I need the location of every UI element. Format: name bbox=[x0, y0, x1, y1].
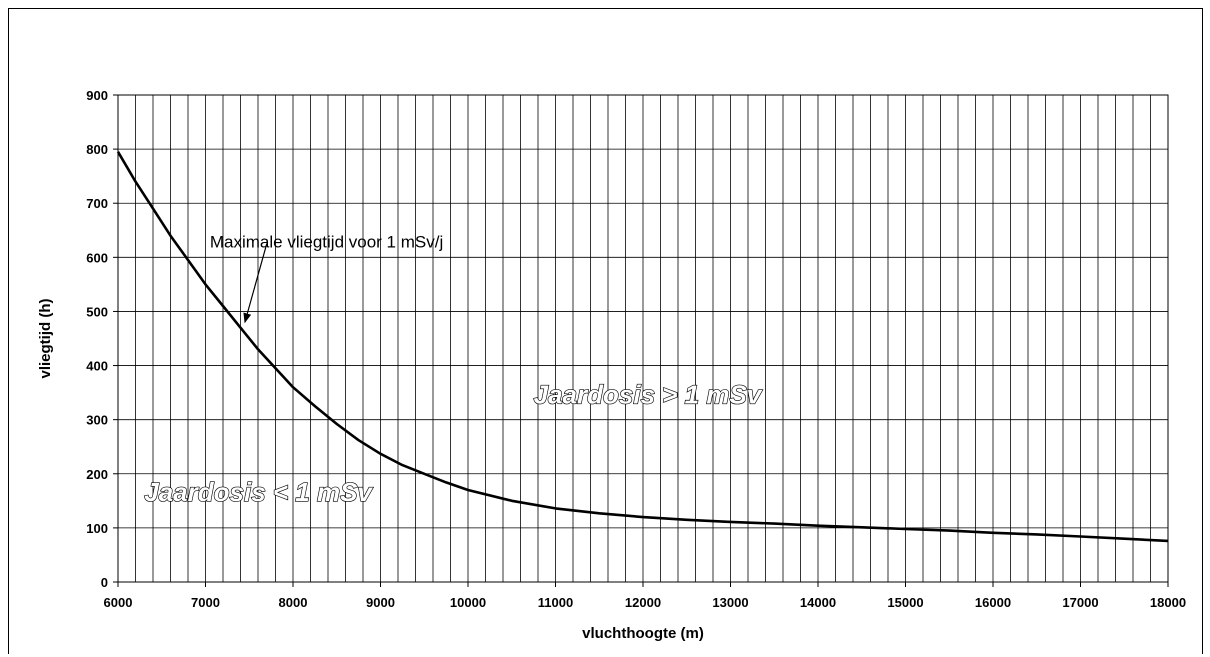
x-tick-label: 6000 bbox=[104, 595, 133, 610]
annotations: Maximale vliegtijd voor 1 mSv/j Jaardosi… bbox=[144, 233, 764, 508]
axes bbox=[113, 94, 1169, 587]
y-tick-label: 300 bbox=[86, 413, 108, 428]
y-tick-label: 600 bbox=[86, 250, 108, 265]
annotation-arrow bbox=[243, 243, 268, 324]
x-tick-label: 14000 bbox=[800, 595, 836, 610]
curve-label: Maximale vliegtijd voor 1 mSv/j bbox=[210, 233, 443, 252]
y-tick-label: 800 bbox=[86, 142, 108, 157]
series-line bbox=[116, 151, 1169, 543]
y-tick-label: 200 bbox=[86, 467, 108, 482]
x-axis-title: vluchthoogte (m) bbox=[582, 625, 704, 642]
chart-frame bbox=[8, 8, 1203, 654]
tick-labels: 6000 7000 8000 9000 10000 11000 12000 13000 1400… bbox=[86, 88, 1186, 610]
x-tick-label: 11000 bbox=[538, 595, 573, 610]
x-tick-label: 12000 bbox=[625, 595, 661, 610]
region-label-above: Jaardosis > 1 mSv bbox=[534, 379, 763, 409]
x-tick-label: 18000 bbox=[1150, 595, 1186, 610]
series-layer bbox=[116, 151, 1169, 543]
y-tick-label: 700 bbox=[86, 196, 108, 211]
x-tick-label: 7000 bbox=[191, 595, 220, 610]
y-tick-label: 500 bbox=[86, 304, 108, 319]
y-tick-label: 900 bbox=[86, 88, 108, 103]
grid bbox=[117, 94, 1169, 583]
x-tick-label: 10000 bbox=[450, 595, 486, 610]
y-tick-label: 400 bbox=[86, 359, 108, 374]
y-tick-label: 100 bbox=[86, 521, 108, 536]
x-tick-label: 15000 bbox=[887, 595, 923, 610]
x-tick-label: 17000 bbox=[1062, 595, 1098, 610]
y-axis-title: vliegtijd (h) bbox=[37, 299, 54, 379]
x-tick-label: 16000 bbox=[975, 595, 1011, 610]
y-tick-label: 0 bbox=[101, 575, 108, 590]
x-tick-label: 13000 bbox=[712, 595, 748, 610]
x-tick-label: 8000 bbox=[279, 595, 308, 610]
x-tick-label: 9000 bbox=[366, 595, 395, 610]
region-label-below: Jaardosis < 1 mSv bbox=[144, 477, 373, 507]
